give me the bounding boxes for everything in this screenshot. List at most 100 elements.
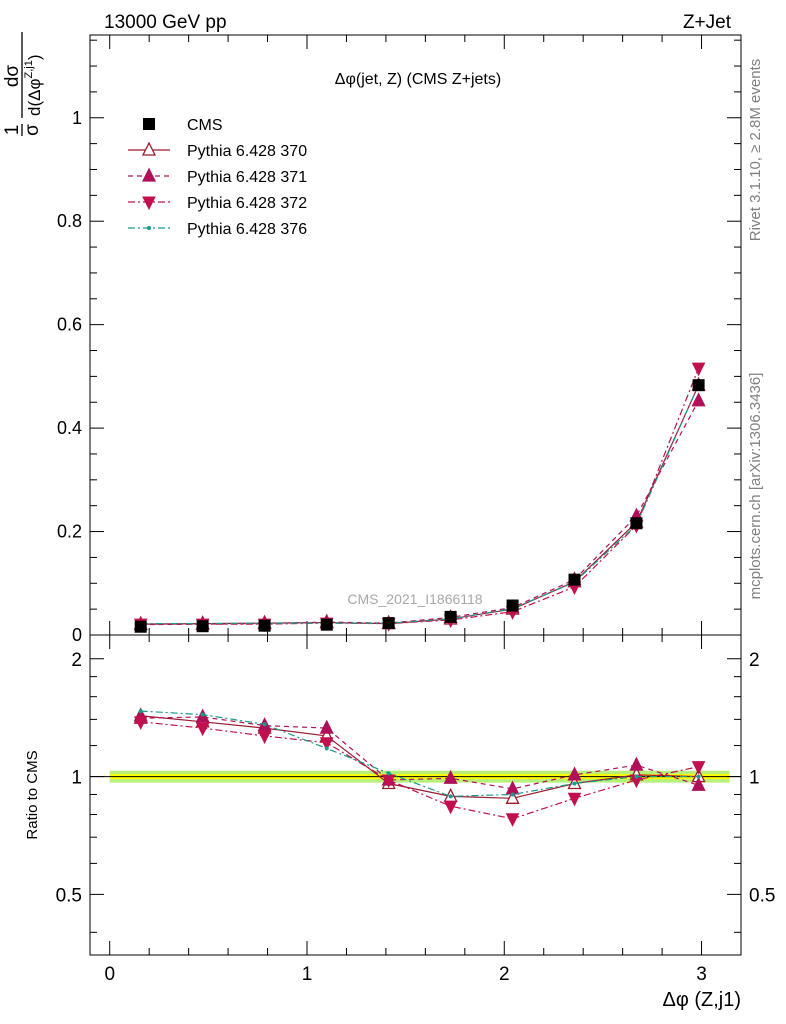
watermark: CMS_2021_I1866118 [347, 591, 482, 607]
legend-label: Pythia 6.428 370 [187, 143, 307, 160]
ratio-point-p370 [505, 789, 520, 804]
main-y-tick-label: 1 [72, 108, 82, 128]
main-point-cms [320, 618, 333, 631]
legend-marker [143, 118, 155, 130]
main-point-cms [382, 617, 395, 630]
ratio-series-layer [133, 707, 706, 827]
ratio-panel-frame [89, 634, 742, 956]
main-line-p372 [140, 367, 700, 625]
ratio-point-p372 [567, 792, 582, 807]
legend-marker [142, 196, 156, 211]
main-y-axis-label: 1 σ dσ d(ΔφZ,j1) [2, 32, 44, 136]
ratio-point-p372 [319, 737, 334, 751]
header-right: Z+Jet [683, 12, 732, 33]
rivet-label: Rivet 3.1.10, ≥ 2.8M events [747, 59, 764, 242]
legend-entry-p372: Pythia 6.428 372 [128, 195, 307, 212]
main-point-cms [506, 599, 519, 612]
ratio-y-tick-label-right: 1 [749, 768, 760, 789]
header-left: 13000 GeV pp [104, 12, 227, 33]
ratio-point-p371 [443, 769, 458, 784]
main-y-tick-label: 0.6 [57, 315, 82, 335]
legend-marker [141, 141, 157, 156]
mcplots-label: mcplots.cern.ch [arXiv:1306.3436] [747, 373, 764, 600]
main-series-layer [133, 362, 706, 633]
main-y-tick-label: 0 [72, 625, 82, 645]
legend-entry-cms: CMS [143, 117, 223, 134]
ratio-point-p376 [386, 771, 391, 776]
ratio-y-tick-label: 0.5 [56, 885, 82, 906]
legend-marker [147, 226, 151, 230]
ratio-point-p372 [133, 716, 148, 730]
ratio-point-p372 [505, 813, 520, 827]
ratio-point-p376 [324, 746, 329, 751]
legend-label: Pythia 6.428 376 [187, 221, 307, 238]
ratio-line-p372 [140, 721, 699, 820]
ratio-point-p376 [510, 792, 515, 797]
ratio-point-p376 [634, 774, 639, 779]
x-tick-label: 3 [696, 964, 707, 985]
legend-entry-p376: Pythia 6.428 376 [128, 221, 307, 238]
main-y-tick-label: 0.8 [57, 211, 82, 231]
legend-label: CMS [187, 117, 223, 134]
ratio-point-p376 [138, 709, 143, 714]
ratio-point-p371 [629, 756, 644, 771]
legend-entry-p370: Pythia 6.428 370 [128, 141, 307, 160]
ratio-point-p371 [691, 776, 706, 791]
main-point-cms [630, 517, 643, 530]
legend-marker [141, 167, 157, 182]
main-series-p376 [138, 382, 701, 626]
ylabel-sigma: σ [22, 124, 43, 136]
ratio-y-tick-label-right: 2 [749, 650, 760, 671]
ratio-line-p371 [140, 716, 699, 790]
ratio-point-p371 [319, 719, 334, 734]
legend-label: Pythia 6.428 371 [187, 169, 307, 186]
main-y-tick-label: 0.2 [57, 522, 82, 542]
main-line-p376 [140, 384, 700, 625]
ratio-line-p370 [140, 715, 699, 799]
legend: CMS Pythia 6.428 370 Pythia 6.428 371 Pythi… [128, 117, 307, 238]
x-tick-label: 2 [499, 964, 510, 985]
main-point-p371 [691, 392, 706, 407]
main-point-p372 [691, 362, 706, 377]
ratio-point-p376 [696, 774, 701, 779]
ratio-series-p372 [133, 716, 706, 827]
ratio-y-tick-label-right: 0.5 [749, 885, 775, 906]
ratio-y-axis-label: Ratio to CMS [24, 750, 41, 839]
chart-title: Δφ(jet, Z) (CMS Z+jets) [335, 71, 501, 88]
main-y-tick-label: 0.4 [57, 418, 82, 438]
ratio-point-p372 [691, 761, 706, 775]
main-point-cms [134, 620, 147, 633]
main-line-p370 [140, 384, 700, 625]
main-point-cms [692, 379, 705, 392]
legend-entry-p371: Pythia 6.428 371 [128, 167, 307, 186]
ratio-point-p371 [567, 766, 582, 781]
ratio-line-p376 [140, 710, 699, 797]
ratio-point-p376 [448, 794, 453, 799]
ratio-point-p376 [572, 781, 577, 786]
ratio-axis-ticks: 0.5 0.5 1 1 2 2 0 1 2 3 [56, 635, 775, 985]
ratio-point-p376 [200, 712, 205, 717]
x-tick-label: 1 [302, 964, 313, 985]
main-axis-ticks: 0 0.2 0.4 0.6 0.8 1 [57, 35, 742, 645]
ratio-band [90, 770, 741, 783]
ratio-series-p370 [133, 707, 706, 804]
main-point-cms [196, 620, 209, 633]
main-point-cms [444, 610, 457, 623]
ratio-point-p372 [443, 800, 458, 815]
ratio-point-p376 [262, 722, 267, 727]
ylabel-denominator: d(ΔφZ,j1) [23, 54, 44, 116]
ratio-point-p372 [195, 722, 210, 737]
ratio-y-tick-label: 1 [71, 768, 82, 789]
ratio-series-p376 [138, 709, 701, 799]
x-axis-label: Δφ (Z,j1) [662, 989, 741, 1011]
main-point-cms [568, 573, 581, 586]
ylabel-numerator: dσ [2, 65, 23, 88]
ratio-y-tick-label: 2 [71, 650, 82, 671]
main-point-cms [258, 619, 271, 632]
main-series-cms [134, 379, 705, 633]
ratio-point-p372 [257, 730, 272, 745]
ylabel-one: 1 [2, 125, 23, 136]
x-tick-label: 0 [104, 964, 115, 985]
legend-label: Pythia 6.428 372 [187, 195, 307, 212]
